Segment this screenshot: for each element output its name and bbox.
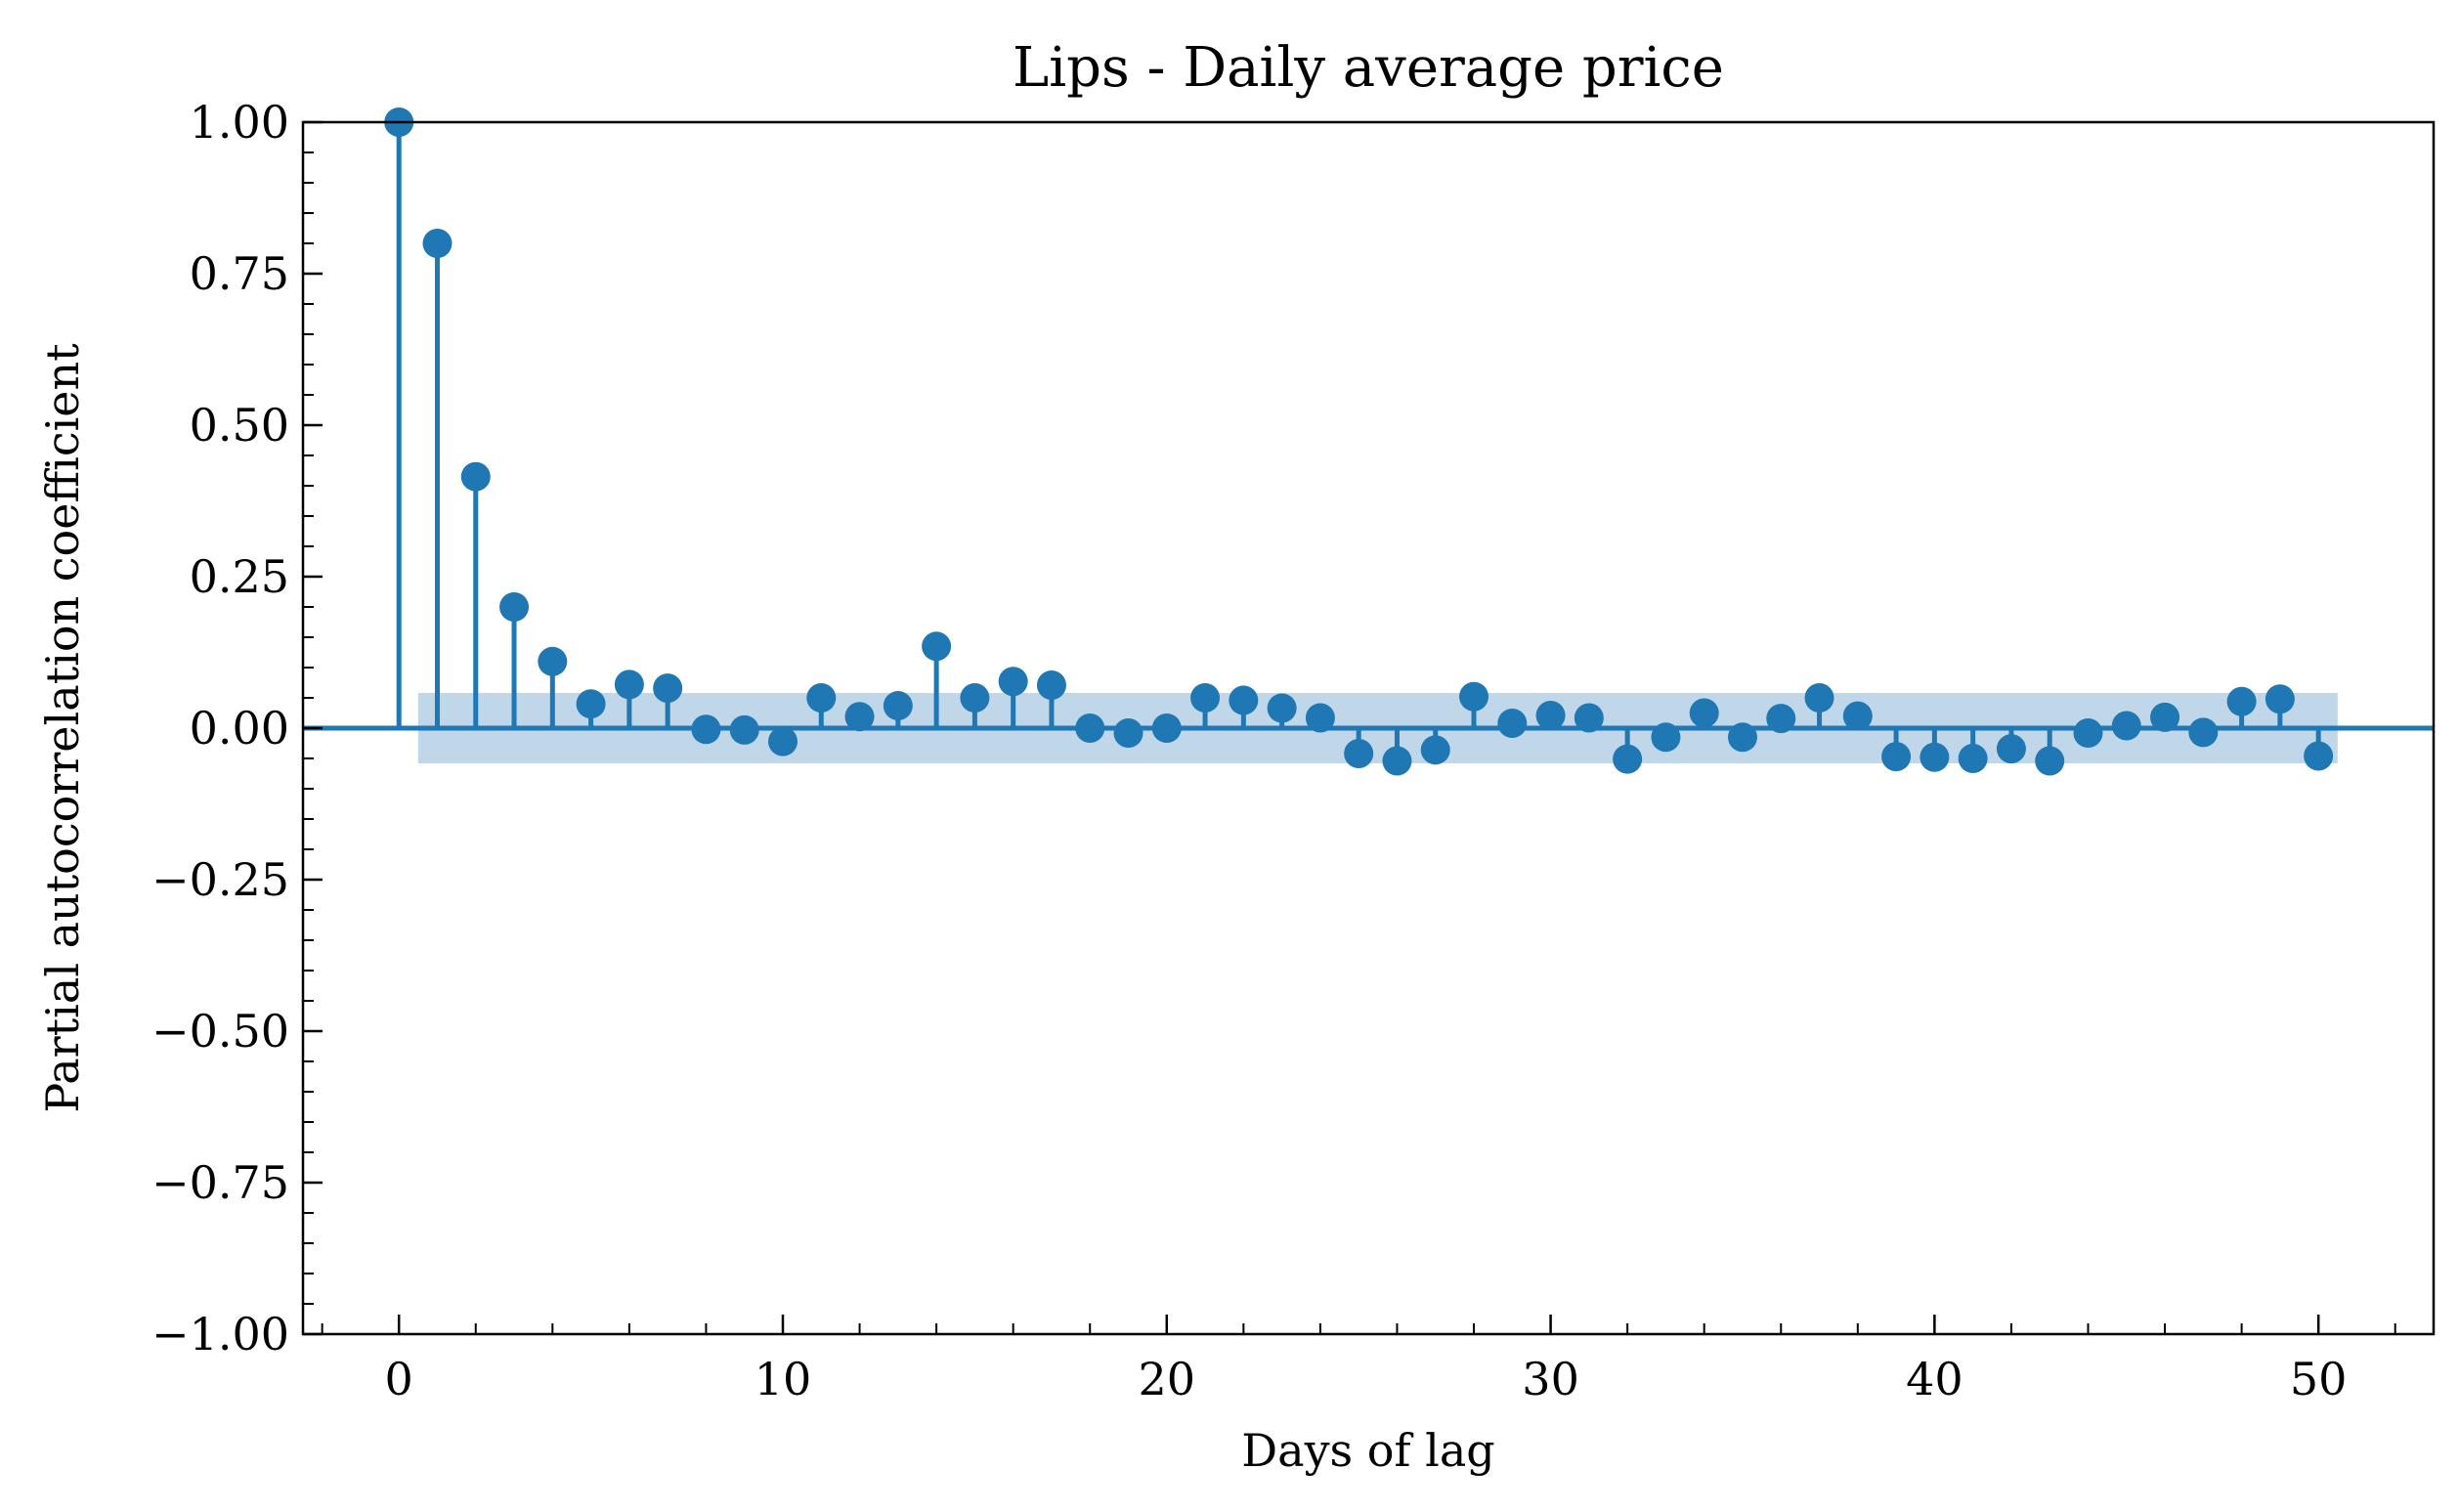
point-15 [960,683,990,713]
point-16 [998,667,1028,697]
point-18 [1075,713,1105,743]
point-47 [2188,717,2219,748]
point-39 [1881,742,1912,772]
point-44 [2073,717,2103,748]
point-20 [1151,713,1182,743]
point-12 [844,702,875,732]
point-6 [614,670,644,700]
point-1 [422,229,453,258]
point-30 [1535,700,1566,730]
chart-title: Lips - Daily average price [1013,36,1724,100]
point-21 [1190,683,1221,713]
point-4 [538,646,568,676]
x-tick-label-40: 40 [1906,1353,1963,1405]
stems-layer [396,122,2321,761]
y-tick-label-6: 0.50 [190,399,289,452]
ticks-layer [303,120,2396,1336]
point-42 [1996,734,2026,764]
point-43 [2035,746,2065,776]
y-tick-label-0: −1.00 [151,1308,289,1361]
point-31 [1574,703,1604,733]
point-41 [1958,744,1988,773]
y-tick-label-2: −0.50 [151,1005,289,1058]
point-27 [1420,735,1450,765]
y-tick-label-1: −0.75 [151,1156,289,1209]
points-layer [384,108,2334,776]
point-35 [1727,722,1757,753]
point-11 [806,683,837,713]
point-50 [2304,741,2334,771]
point-22 [1229,685,1259,715]
point-24 [1305,703,1335,733]
x-tick-label-0: 0 [385,1353,413,1405]
point-23 [1267,693,1297,723]
point-48 [2226,686,2257,716]
y-tick-label-3: −0.25 [151,853,289,906]
y-axis-title: Partial autocorrelation coefficient [36,343,89,1113]
point-49 [2265,684,2295,714]
point-26 [1382,746,1412,776]
point-33 [1651,722,1681,753]
y-tick-labels: −1.00 −0.75 −0.50 −0.25 0.00 0.25 0.50 0.75 1.00 [151,96,289,1361]
x-axis-title: Days of lag [1241,1424,1494,1477]
x-tick-label-50: 50 [2290,1353,2348,1405]
point-40 [1920,742,1950,772]
y-tick-label-8: 1.00 [190,96,289,149]
y-tick-label-5: 0.25 [190,550,289,603]
point-9 [729,714,759,745]
point-36 [1766,704,1796,734]
point-3 [499,592,530,622]
point-17 [1036,670,1066,700]
point-37 [1804,683,1834,713]
point-8 [691,714,721,745]
point-29 [1497,709,1528,739]
point-34 [1689,698,1719,728]
point-2 [460,461,491,492]
point-5 [576,689,606,719]
point-25 [1344,739,1374,769]
point-7 [653,673,683,704]
point-38 [1842,701,1873,731]
point-14 [922,631,952,662]
point-28 [1459,681,1489,712]
x-tick-labels: 0 10 20 30 40 50 [385,1353,2348,1405]
point-19 [1113,717,1143,748]
x-tick-label-10: 10 [755,1353,812,1405]
y-tick-label-7: 0.75 [190,247,289,300]
x-tick-label-20: 20 [1139,1353,1196,1405]
point-45 [2111,711,2141,741]
point-46 [2150,702,2180,732]
x-tick-label-30: 30 [1522,1353,1579,1405]
y-tick-label-4: 0.00 [190,702,289,755]
point-32 [1613,744,1643,774]
point-10 [767,726,798,756]
point-13 [883,691,913,721]
